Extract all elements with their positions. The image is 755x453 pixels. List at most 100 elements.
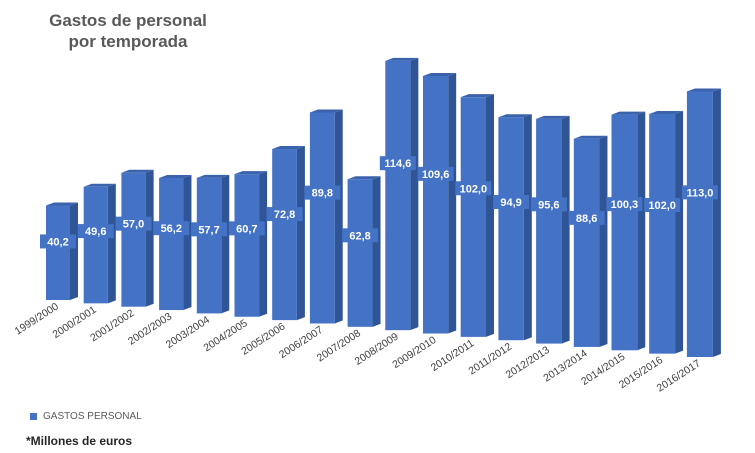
data-label-bg xyxy=(417,166,454,181)
bar-2001/2002: 57,0 xyxy=(115,169,154,307)
bar-front xyxy=(423,75,449,334)
bar-side xyxy=(221,174,230,314)
bar-top xyxy=(460,94,494,98)
bar-front xyxy=(83,186,108,304)
bar-side xyxy=(296,146,305,321)
bar-front xyxy=(159,177,184,311)
data-label-bg xyxy=(606,197,643,212)
data-label-bg xyxy=(342,228,379,243)
bar-side xyxy=(712,88,721,357)
bar-top xyxy=(46,202,78,206)
data-label: 57,7 xyxy=(198,224,219,236)
data-label: 89,8 xyxy=(312,188,333,200)
bar-top xyxy=(234,171,268,175)
bar-front xyxy=(196,177,222,314)
data-label: 72,8 xyxy=(274,209,295,221)
bar-side xyxy=(70,202,78,300)
bar-top xyxy=(83,183,116,187)
data-label-bg xyxy=(530,197,567,212)
bar-side xyxy=(637,111,646,351)
bar-side xyxy=(561,115,570,344)
bar-top xyxy=(272,146,305,150)
data-label-bg xyxy=(153,221,190,236)
bar-2000/2001: 49,6 xyxy=(77,183,116,304)
data-label-bg xyxy=(40,234,76,249)
bar-top xyxy=(686,88,721,92)
bar-side xyxy=(372,176,381,327)
bar-2015/2016: 102,0 xyxy=(644,110,684,354)
bar-side xyxy=(410,57,419,331)
data-label-bg xyxy=(644,198,681,213)
legend-swatch xyxy=(30,413,37,420)
bar-front xyxy=(498,117,524,341)
bar-front xyxy=(234,174,260,317)
bars-group: 40,2 49,6 57,0 56,2 57,7 60,7 72,8 89,8 62,8 114,… xyxy=(40,57,721,357)
legend: GASTOS PERSONAL xyxy=(30,411,142,422)
bar-2012/2013: 95,6 xyxy=(530,115,570,344)
chart-title: Gastos de personal por temporada xyxy=(49,11,207,51)
bar-top xyxy=(423,72,457,76)
data-label-bg xyxy=(77,224,114,239)
data-label-bg xyxy=(681,185,718,200)
bar-top xyxy=(347,176,381,180)
bar-2004/2005: 60,7 xyxy=(228,171,268,317)
data-label: 49,6 xyxy=(85,226,106,238)
bar-side xyxy=(523,114,532,341)
bar-2002/2003: 56,2 xyxy=(153,174,192,311)
bar-front xyxy=(536,118,562,344)
bar-2003/2004: 57,7 xyxy=(191,174,230,314)
data-label: 94,9 xyxy=(500,197,521,209)
data-label-bg xyxy=(493,194,530,209)
bar-top xyxy=(159,174,192,178)
bar-front xyxy=(460,97,486,337)
bar-2011/2012: 94,9 xyxy=(493,114,532,341)
bar-side xyxy=(334,109,343,324)
bar-front xyxy=(347,179,373,327)
bar-2010/2011: 102,0 xyxy=(455,94,494,337)
bar-front xyxy=(573,138,600,347)
bar-2013/2014: 88,6 xyxy=(568,135,608,347)
bar-side xyxy=(675,110,684,354)
bar-front xyxy=(272,149,297,321)
bar-2007/2008: 62,8 xyxy=(342,176,381,327)
bar-front xyxy=(385,60,411,331)
bar-front xyxy=(611,114,638,351)
data-label-bg xyxy=(568,210,605,225)
bar-front xyxy=(686,91,713,357)
bar-front xyxy=(121,172,146,307)
data-label: 114,6 xyxy=(384,158,411,170)
bar-2016/2017: 113,0 xyxy=(681,88,721,357)
bar-side xyxy=(183,174,192,311)
data-label-bg xyxy=(455,181,492,196)
data-label: 57,0 xyxy=(123,219,144,231)
data-label: 102,0 xyxy=(460,183,488,195)
bar-2008/2009: 114,6 xyxy=(379,57,419,331)
legend-label: GASTOS PERSONAL xyxy=(43,411,142,422)
data-label: 109,6 xyxy=(422,169,450,181)
data-label: 102,0 xyxy=(648,200,676,212)
data-label: 56,2 xyxy=(161,223,182,235)
bar-2006/2007: 89,8 xyxy=(304,109,343,324)
data-label-bg xyxy=(266,207,303,222)
bar-side xyxy=(448,72,457,334)
bar-front xyxy=(309,112,335,324)
data-label-bg xyxy=(228,221,265,236)
bar-front xyxy=(46,205,70,300)
bar-front xyxy=(649,113,676,354)
bar-top xyxy=(385,57,419,61)
data-label-bg xyxy=(115,216,152,231)
bar-side xyxy=(145,169,154,307)
data-label: 113,0 xyxy=(686,187,713,199)
bar-side xyxy=(259,171,268,317)
bar-top xyxy=(498,114,532,118)
bar-top xyxy=(121,169,154,173)
footnote: *Millones de euros xyxy=(26,434,133,448)
bar-top xyxy=(573,135,608,139)
data-label: 40,2 xyxy=(47,236,68,248)
bar-side xyxy=(599,135,608,347)
bar-top xyxy=(536,115,570,119)
bar-side xyxy=(107,183,116,304)
data-label-bg xyxy=(379,156,416,171)
data-label: 62,8 xyxy=(349,230,370,242)
data-label: 60,7 xyxy=(236,223,257,235)
